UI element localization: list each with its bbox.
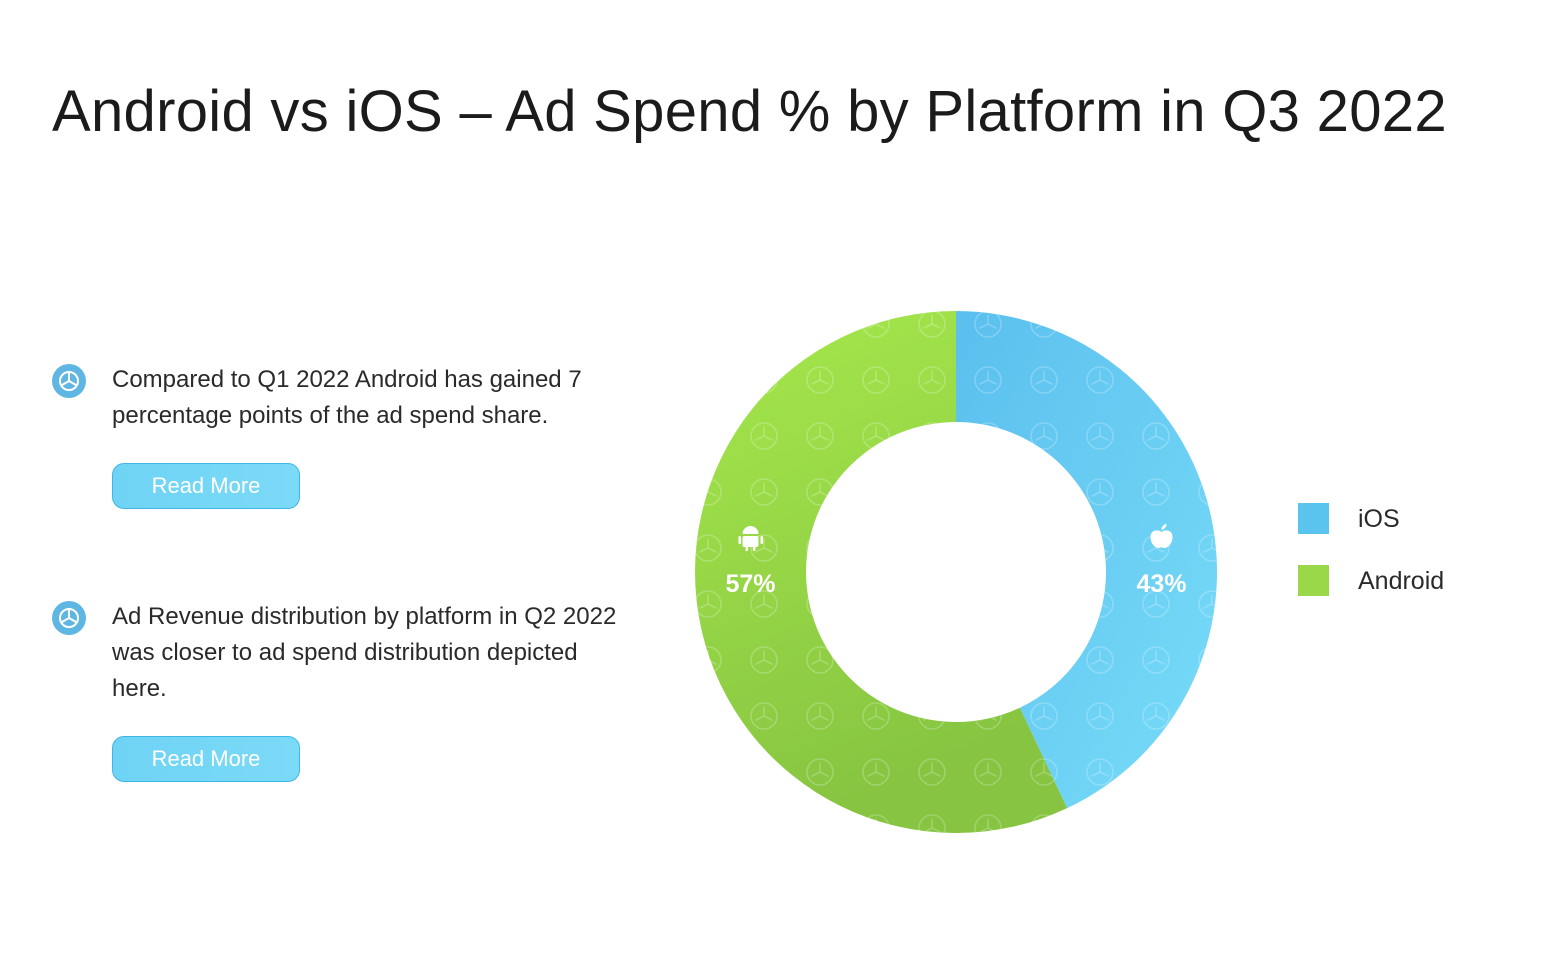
logo-bullet-icon bbox=[52, 364, 86, 398]
data-label-android: 57% bbox=[725, 570, 775, 598]
logo-bullet-icon bbox=[52, 601, 86, 635]
slice-pattern-android bbox=[695, 311, 1068, 833]
read-more-button[interactable]: Read More bbox=[112, 463, 300, 509]
page-title: Android vs iOS – Ad Spend % by Platform … bbox=[52, 79, 1447, 144]
slice-pattern-ios bbox=[956, 311, 1217, 809]
apple-icon bbox=[1150, 524, 1173, 548]
insight-text: Compared to Q1 2022 Android has gained 7… bbox=[112, 366, 582, 429]
legend-label-ios: iOS bbox=[1358, 505, 1400, 533]
legend-swatch-android bbox=[1298, 565, 1329, 596]
donut-chart: 43% 57% bbox=[695, 311, 1217, 833]
insight-text: Ad Revenue distribution by platform in Q… bbox=[112, 603, 617, 702]
read-more-button[interactable]: Read More bbox=[112, 736, 300, 782]
legend-label-android: Android bbox=[1358, 567, 1445, 595]
legend-swatch-ios bbox=[1298, 503, 1329, 534]
android-icon bbox=[738, 526, 764, 551]
data-label-ios: 43% bbox=[1136, 570, 1186, 598]
